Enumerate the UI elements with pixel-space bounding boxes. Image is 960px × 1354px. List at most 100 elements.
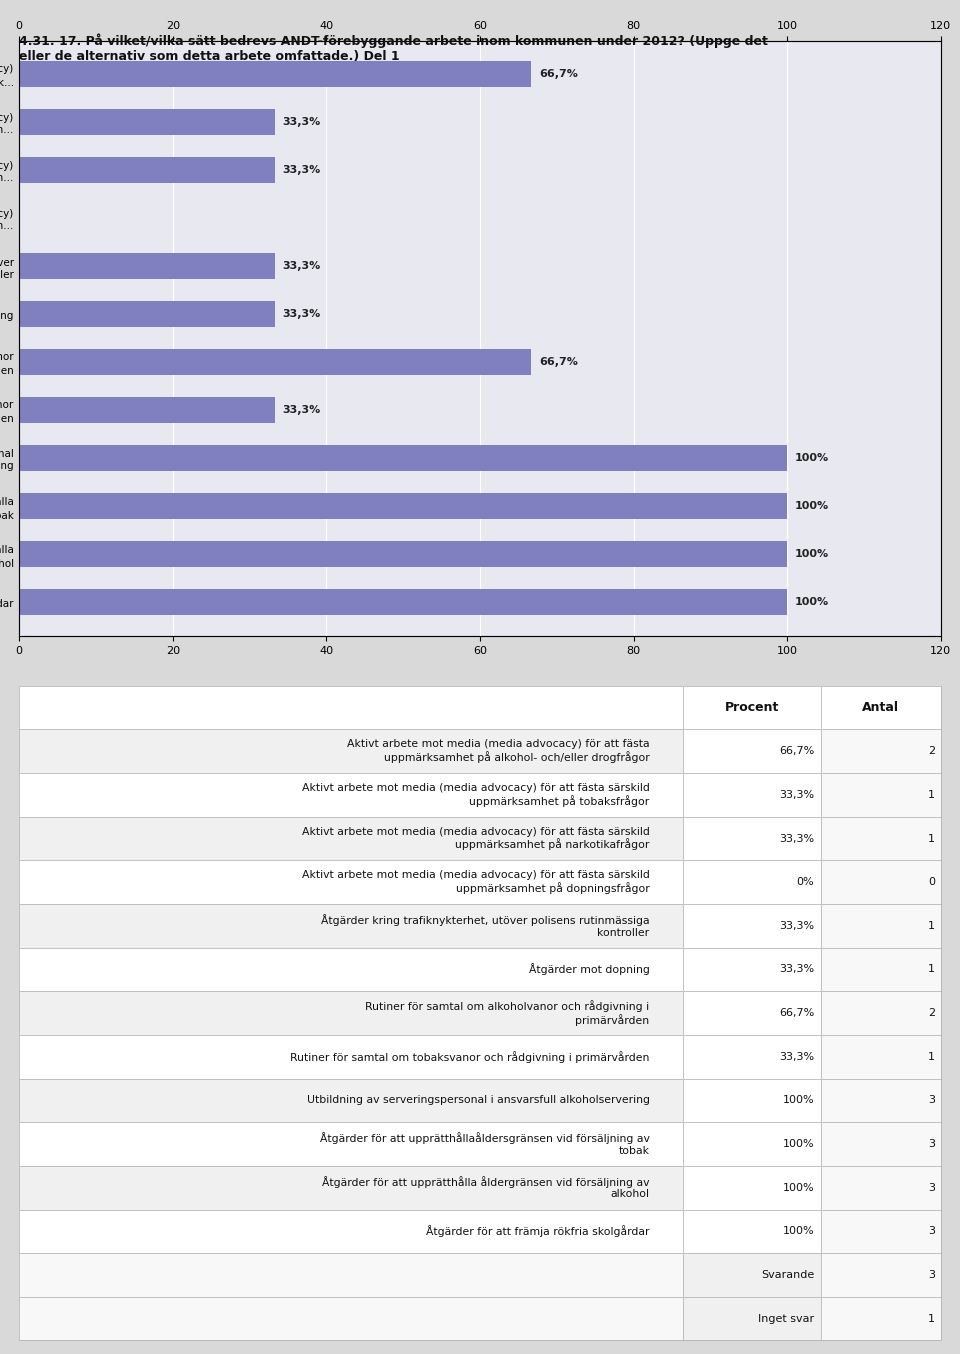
- Text: 1: 1: [927, 1052, 935, 1062]
- Text: 33,3%: 33,3%: [779, 834, 814, 844]
- FancyBboxPatch shape: [683, 685, 821, 730]
- Bar: [19, 493, 787, 520]
- Text: 1: 1: [927, 789, 935, 800]
- Text: 66,7%: 66,7%: [540, 357, 578, 367]
- Bar: [19, 253, 275, 279]
- Text: 33,3%: 33,3%: [282, 261, 321, 271]
- Text: 33,3%: 33,3%: [282, 309, 321, 320]
- Text: 33,3%: 33,3%: [779, 964, 814, 975]
- Text: 0%: 0%: [797, 877, 814, 887]
- FancyBboxPatch shape: [821, 1297, 941, 1340]
- Text: Aktivt arbete mot media (media advocacy) för att fästa
uppmärksamhet på alkohol-: Aktivt arbete mot media (media advocacy)…: [347, 739, 650, 764]
- Text: 3: 3: [927, 1095, 935, 1105]
- FancyBboxPatch shape: [821, 1034, 941, 1079]
- Text: Utbildning av serveringspersonal i ansvarsfull alkoholservering: Utbildning av serveringspersonal i ansva…: [306, 1095, 650, 1105]
- Text: 100%: 100%: [782, 1139, 814, 1150]
- Text: 1: 1: [927, 964, 935, 975]
- FancyBboxPatch shape: [19, 948, 683, 991]
- Text: Åtgärder kring trafiknykterhet, utöver polisens rutinmässiga
kontroller: Åtgärder kring trafiknykterhet, utöver p…: [321, 914, 650, 937]
- FancyBboxPatch shape: [19, 816, 683, 860]
- Text: 33,3%: 33,3%: [282, 405, 321, 416]
- Text: Åtgärder mot dopning: Åtgärder mot dopning: [529, 964, 650, 975]
- Text: 33,3%: 33,3%: [779, 921, 814, 930]
- FancyBboxPatch shape: [821, 1079, 941, 1122]
- FancyBboxPatch shape: [821, 1166, 941, 1209]
- Text: Rutiner för samtal om alkoholvanor och rådgivning i
primärvården: Rutiner för samtal om alkoholvanor och r…: [366, 1001, 650, 1026]
- FancyBboxPatch shape: [821, 773, 941, 816]
- Text: 33,3%: 33,3%: [282, 165, 321, 175]
- Text: 100%: 100%: [795, 597, 829, 607]
- Text: 1: 1: [927, 834, 935, 844]
- Bar: [19, 542, 787, 567]
- Bar: [19, 110, 275, 135]
- FancyBboxPatch shape: [683, 991, 821, 1034]
- Text: 4.31. 17. På vilket/vilka sätt bedrevs ANDT-förebyggande arbete inom kommunen un: 4.31. 17. På vilket/vilka sätt bedrevs A…: [19, 34, 768, 64]
- FancyBboxPatch shape: [19, 1122, 683, 1166]
- FancyBboxPatch shape: [19, 991, 683, 1034]
- Text: 33,3%: 33,3%: [282, 118, 321, 127]
- FancyBboxPatch shape: [19, 730, 683, 773]
- Text: Åtgärder för att upprätthålla åldergränsen vid försäljning av
alkohol: Åtgärder för att upprätthålla åldergräns…: [322, 1175, 650, 1200]
- Text: 1: 1: [927, 1313, 935, 1324]
- Text: 66,7%: 66,7%: [779, 746, 814, 757]
- FancyBboxPatch shape: [19, 860, 683, 904]
- FancyBboxPatch shape: [683, 1079, 821, 1122]
- FancyBboxPatch shape: [683, 773, 821, 816]
- FancyBboxPatch shape: [683, 1209, 821, 1254]
- Text: 3: 3: [927, 1227, 935, 1236]
- FancyBboxPatch shape: [19, 1254, 683, 1297]
- FancyBboxPatch shape: [821, 991, 941, 1034]
- Text: Inget svar: Inget svar: [758, 1313, 814, 1324]
- FancyBboxPatch shape: [821, 1254, 941, 1297]
- Text: 3: 3: [927, 1270, 935, 1280]
- FancyBboxPatch shape: [19, 1209, 683, 1254]
- Bar: [19, 349, 532, 375]
- Text: 33,3%: 33,3%: [779, 789, 814, 800]
- Text: Åtgärder för att främja rökfria skolgårdar: Åtgärder för att främja rökfria skolgård…: [426, 1225, 650, 1238]
- FancyBboxPatch shape: [683, 1122, 821, 1166]
- Text: 2: 2: [927, 1009, 935, 1018]
- Text: 100%: 100%: [782, 1227, 814, 1236]
- FancyBboxPatch shape: [683, 1166, 821, 1209]
- Bar: [19, 61, 532, 88]
- FancyBboxPatch shape: [19, 1297, 683, 1340]
- FancyBboxPatch shape: [683, 1034, 821, 1079]
- Text: 3: 3: [927, 1139, 935, 1150]
- Text: 100%: 100%: [782, 1095, 814, 1105]
- Text: 100%: 100%: [795, 454, 829, 463]
- FancyBboxPatch shape: [683, 730, 821, 773]
- FancyBboxPatch shape: [683, 904, 821, 948]
- FancyBboxPatch shape: [683, 1254, 821, 1297]
- Text: 2: 2: [927, 746, 935, 757]
- FancyBboxPatch shape: [683, 860, 821, 904]
- FancyBboxPatch shape: [821, 860, 941, 904]
- Text: Aktivt arbete mot media (media advocacy) för att fästa särskild
uppmärksamhet på: Aktivt arbete mot media (media advocacy)…: [301, 871, 650, 894]
- Text: 66,7%: 66,7%: [779, 1009, 814, 1018]
- Text: Aktivt arbete mot media (media advocacy) för att fästa särskild
uppmärksamhet på: Aktivt arbete mot media (media advocacy)…: [301, 783, 650, 807]
- Text: 3: 3: [927, 1182, 935, 1193]
- Bar: [19, 157, 275, 183]
- Text: Antal: Antal: [862, 701, 900, 714]
- FancyBboxPatch shape: [821, 1209, 941, 1254]
- FancyBboxPatch shape: [683, 1297, 821, 1340]
- Text: 33,3%: 33,3%: [779, 1052, 814, 1062]
- Text: 100%: 100%: [795, 501, 829, 512]
- Text: 1: 1: [927, 921, 935, 930]
- Bar: [19, 301, 275, 328]
- FancyBboxPatch shape: [19, 904, 683, 948]
- FancyBboxPatch shape: [821, 904, 941, 948]
- Text: 0: 0: [927, 877, 935, 887]
- Text: Svarande: Svarande: [761, 1270, 814, 1280]
- FancyBboxPatch shape: [19, 685, 683, 730]
- Bar: [19, 589, 787, 615]
- FancyBboxPatch shape: [821, 1122, 941, 1166]
- Text: 66,7%: 66,7%: [540, 69, 578, 80]
- Text: Aktivt arbete mot media (media advocacy) för att fästa särskild
uppmärksamhet på: Aktivt arbete mot media (media advocacy)…: [301, 826, 650, 850]
- Text: Rutiner för samtal om tobaksvanor och rådgivning i primärvården: Rutiner för samtal om tobaksvanor och rå…: [290, 1051, 650, 1063]
- FancyBboxPatch shape: [19, 773, 683, 816]
- FancyBboxPatch shape: [19, 1166, 683, 1209]
- FancyBboxPatch shape: [683, 816, 821, 860]
- FancyBboxPatch shape: [821, 816, 941, 860]
- FancyBboxPatch shape: [821, 685, 941, 730]
- Text: Procent: Procent: [725, 701, 780, 714]
